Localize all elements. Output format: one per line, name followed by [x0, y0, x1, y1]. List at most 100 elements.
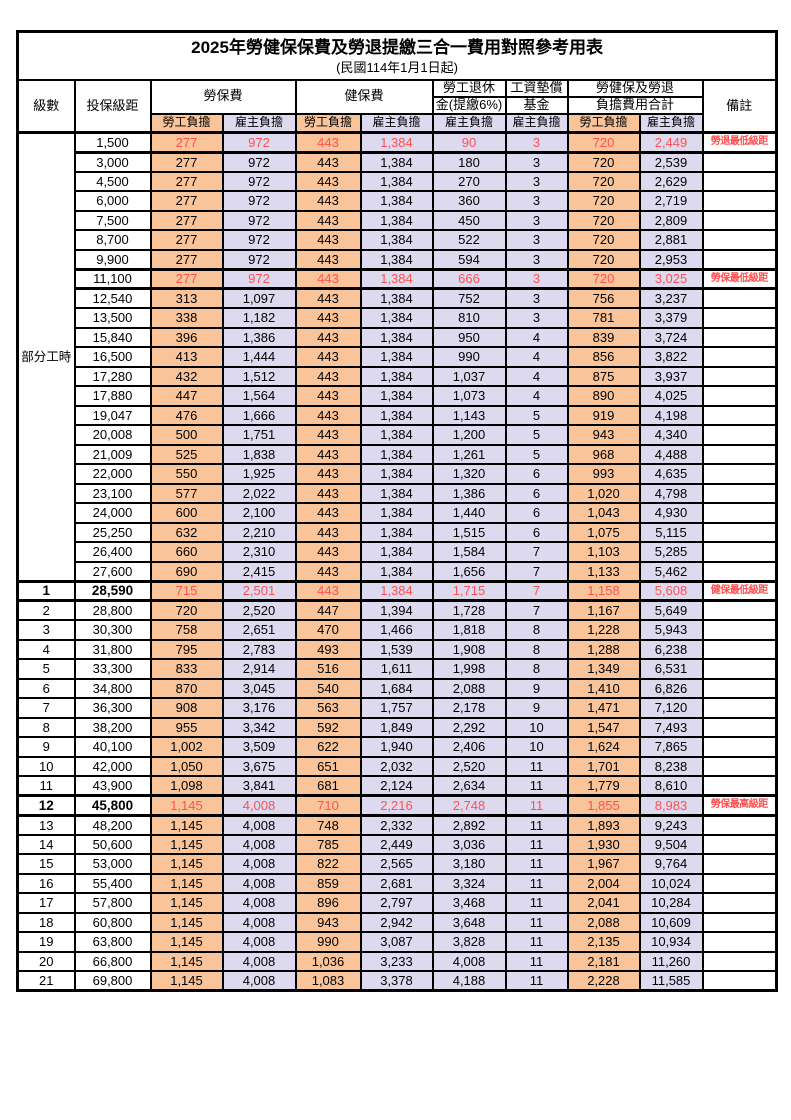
cell-total-employer: 2,953 [638, 248, 704, 270]
cell-wage-fund-employer: 4 [504, 346, 569, 368]
cell-wage-fund-employer: 11 [504, 970, 569, 992]
cell-total-employee: 720 [566, 267, 641, 290]
table-row: 11,100 277 972 443 1,384 666 3 720 3,025 勞保最低級距 [18, 267, 778, 290]
cell-total-employer: 10,284 [638, 892, 704, 914]
cell-remark [701, 385, 778, 407]
cell-wage-fund-employer: 4 [504, 385, 569, 407]
cell-total-employer: 5,285 [638, 541, 704, 563]
cell-labor-ins-employer: 3,176 [221, 697, 297, 719]
cell-remark [701, 151, 778, 173]
cell-labor-ins-employee: 1,145 [149, 892, 224, 914]
cell-wage-fund-employer: 7 [504, 599, 569, 621]
table-row: 7 36,300 908 3,176 563 1,757 2,178 9 1,471 7,120 [16, 697, 778, 719]
cell-pension-employer: 810 [431, 307, 507, 329]
cell-labor-ins-employee: 955 [149, 716, 224, 738]
cell-health-ins-employer: 3,233 [359, 950, 434, 972]
cell-salary-bracket: 28,590 [73, 579, 152, 602]
cell-wage-fund-employer: 3 [504, 267, 569, 290]
table-row: 6 34,800 870 3,045 540 1,684 2,088 9 1,410 6,826 [16, 677, 778, 699]
cell-pension-employer: 752 [431, 287, 507, 309]
cell-labor-ins-employer: 972 [221, 248, 297, 270]
cell-wage-fund-employer: 6 [504, 521, 569, 543]
cell-remark: 勞保最低級距 [701, 267, 778, 290]
cell-salary-bracket: 27,600 [73, 560, 152, 582]
table-row: 9 40,100 1,002 3,509 622 1,940 2,406 10 1,624 7,8… [16, 736, 778, 758]
cell-total-employee: 875 [566, 365, 641, 387]
table-row: 12 45,800 1,145 4,008 710 2,216 2,748 11 1,855 8,… [16, 794, 778, 817]
cell-pension-employer: 180 [431, 151, 507, 173]
cell-total-employer: 3,724 [638, 326, 704, 348]
cell-health-ins-employer: 1,539 [359, 638, 434, 660]
cell-labor-ins-employer: 1,512 [221, 365, 297, 387]
cell-health-ins-employer: 1,384 [359, 482, 434, 504]
cell-pension-employer: 990 [431, 346, 507, 368]
cell-labor-ins-employer: 1,925 [221, 463, 297, 485]
cell-total-employer: 4,488 [638, 443, 704, 465]
cell-total-employee: 1,228 [566, 619, 641, 641]
table-row: 4,500 277 972 443 1,384 270 3 720 2,629 [18, 170, 778, 192]
cell-salary-bracket: 38,200 [73, 716, 152, 738]
cell-total-employer: 8,983 [638, 794, 704, 817]
cell-labor-ins-employer: 4,008 [221, 872, 297, 894]
cell-health-ins-employer: 1,384 [359, 502, 434, 524]
cell-wage-fund-employer: 3 [504, 307, 569, 329]
cell-total-employer: 3,379 [638, 307, 704, 329]
cell-labor-ins-employer: 972 [221, 170, 297, 192]
header-pension-line2: 金(提繳6%) [431, 95, 507, 115]
cell-total-employee: 720 [566, 170, 641, 192]
cell-pension-employer: 1,515 [431, 521, 507, 543]
cell-health-ins-employee: 443 [294, 248, 362, 270]
table-row: 13,500 338 1,182 443 1,384 810 3 781 3,379 [18, 307, 778, 329]
cell-wage-fund-employer: 3 [504, 287, 569, 309]
cell-total-employer: 4,635 [638, 463, 704, 485]
cell-labor-ins-employer: 1,666 [221, 404, 297, 426]
cell-health-ins-employer: 1,384 [359, 365, 434, 387]
cell-total-employer: 2,449 [638, 131, 704, 154]
cell-wage-fund-employer: 3 [504, 209, 569, 231]
cell-total-employer: 3,822 [638, 346, 704, 368]
cell-total-employer: 4,340 [638, 424, 704, 446]
cell-labor-ins-employee: 1,050 [149, 755, 224, 777]
cell-labor-ins-employer: 1,182 [221, 307, 297, 329]
header-labor-employer-share: 雇主負擔 [221, 112, 297, 134]
cell-labor-ins-employee: 758 [149, 619, 224, 641]
cell-health-ins-employer: 1,384 [359, 443, 434, 465]
cell-labor-ins-employee: 277 [149, 267, 224, 290]
cell-total-employer: 4,025 [638, 385, 704, 407]
cell-level: 2 [16, 599, 76, 621]
cell-wage-fund-employer: 3 [504, 170, 569, 192]
cell-total-employer: 11,585 [638, 970, 704, 992]
cell-remark [701, 229, 778, 251]
cell-total-employer: 9,243 [638, 814, 704, 836]
cell-wage-fund-employer: 7 [504, 541, 569, 563]
cell-total-employee: 839 [566, 326, 641, 348]
cell-wage-fund-employer: 5 [504, 424, 569, 446]
cell-labor-ins-employer: 3,045 [221, 677, 297, 699]
cell-wage-fund-employer: 11 [504, 833, 569, 855]
cell-labor-ins-employee: 1,145 [149, 950, 224, 972]
cell-salary-bracket: 25,250 [73, 521, 152, 543]
cell-salary-bracket: 11,100 [73, 267, 152, 290]
cell-salary-bracket: 60,800 [73, 911, 152, 933]
cell-health-ins-employer: 2,332 [359, 814, 434, 836]
cell-pension-employer: 522 [431, 229, 507, 251]
cell-labor-ins-employee: 632 [149, 521, 224, 543]
cell-pension-employer: 1,037 [431, 365, 507, 387]
cell-salary-bracket: 6,000 [73, 190, 152, 212]
cell-health-ins-employee: 443 [294, 170, 362, 192]
cell-wage-fund-employer: 10 [504, 716, 569, 738]
header-pension-line1: 勞工退休 [431, 78, 507, 98]
cell-health-ins-employee: 1,036 [294, 950, 362, 972]
cell-remark [701, 736, 778, 758]
cell-labor-ins-employee: 690 [149, 560, 224, 582]
cell-labor-ins-employer: 2,501 [221, 579, 297, 602]
header-health-employer-share: 雇主負擔 [359, 112, 434, 134]
cell-labor-ins-employer: 1,444 [221, 346, 297, 368]
header-wage-fund-employer-share: 雇主負擔 [504, 112, 569, 134]
cell-labor-ins-employer: 3,841 [221, 775, 297, 797]
cell-labor-ins-employee: 1,145 [149, 794, 224, 817]
cell-wage-fund-employer: 3 [504, 151, 569, 173]
cell-health-ins-employee: 470 [294, 619, 362, 641]
cell-total-employer: 9,764 [638, 853, 704, 875]
cell-health-ins-employer: 3,378 [359, 970, 434, 992]
